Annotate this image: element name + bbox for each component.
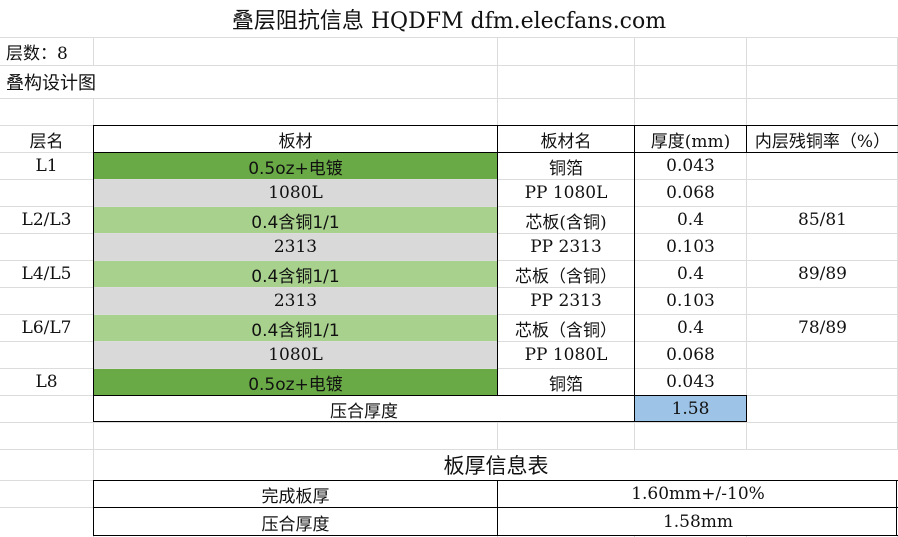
- material-cell: 2313: [94, 288, 497, 314]
- gridline: [0, 449, 898, 450]
- material-name: PP 2313: [530, 291, 602, 311]
- thickness: 0.043: [666, 156, 715, 176]
- residual-copper: [747, 153, 898, 179]
- residual-copper: 78/89: [798, 318, 847, 338]
- info-value: 1.60mm+/-10%: [498, 481, 898, 507]
- thickness: 0.068: [666, 345, 715, 365]
- table-border: [93, 152, 898, 153]
- thickness: 0.4: [676, 210, 705, 230]
- gridline: [0, 65, 898, 66]
- material-cell: 1080L: [94, 180, 497, 206]
- thickness: 0.043: [666, 372, 715, 392]
- header-material-name: 板材名: [540, 131, 592, 152]
- table-border: [634, 125, 635, 152]
- table-border: [93, 535, 898, 536]
- table-border: [93, 152, 94, 422]
- table-border: [93, 395, 747, 396]
- thickness: 0.068: [666, 183, 715, 203]
- header-layer: 层名: [29, 131, 64, 152]
- info-value: 1.58mm: [498, 508, 898, 536]
- gridline: [0, 422, 898, 423]
- gridline: [0, 98, 898, 99]
- header-residual-copper: 内层残铜率（%）: [754, 131, 891, 152]
- table-border: [93, 125, 898, 126]
- table-border: [93, 480, 94, 536]
- material-cell: 0.5oz+电镀: [94, 153, 497, 179]
- pressed-thickness-label: 压合厚度: [94, 396, 634, 422]
- header-material: 板材: [278, 131, 313, 152]
- gridline: [0, 260, 898, 261]
- table-border: [634, 152, 635, 422]
- sheet-title: 叠层阻抗信息 HQDFM dfm.elecfans.com: [0, 0, 898, 37]
- table-border: [896, 480, 897, 536]
- layer-count: 层数：8: [6, 44, 68, 64]
- gridline: [0, 368, 898, 369]
- table-border: [746, 395, 747, 422]
- layer-name: L8: [35, 372, 58, 392]
- table-border: [497, 480, 498, 536]
- table-border: [497, 125, 498, 152]
- layer-name: L1: [35, 156, 58, 176]
- section-label: 叠构设计图: [0, 66, 200, 98]
- material-name: 铜箔: [549, 374, 583, 395]
- layer-name: L6/L7: [21, 318, 72, 338]
- gridline: [0, 37, 898, 38]
- material-cell: 2313: [94, 234, 497, 260]
- table-border: [93, 480, 898, 481]
- material-name: PP 1080L: [524, 183, 608, 203]
- material-cell: 0.4含铜1/1: [94, 207, 497, 233]
- gridline: [0, 233, 898, 234]
- gridline: [0, 206, 898, 207]
- table-border: [93, 125, 94, 152]
- layer-name: L4/L5: [21, 264, 72, 284]
- info-table-title: 板厚信息表: [94, 450, 898, 480]
- material-name: 芯板(含铜): [525, 212, 607, 233]
- gridline: [746, 0, 747, 537]
- layer-name: L2/L3: [21, 210, 72, 230]
- header-thickness: 厚度(mm): [650, 131, 731, 152]
- table-border: [497, 152, 498, 395]
- pressed-thickness-value: 1.58: [635, 396, 746, 422]
- residual-copper: 85/81: [798, 210, 847, 230]
- thickness: 0.103: [666, 291, 715, 311]
- info-label: 压合厚度: [94, 508, 497, 536]
- thickness: 0.4: [676, 264, 705, 284]
- gridline: [0, 287, 898, 288]
- table-border: [746, 125, 747, 152]
- info-label: 完成板厚: [94, 481, 497, 507]
- residual-copper: 89/89: [798, 264, 847, 284]
- material-cell: 1080L: [94, 342, 497, 368]
- material-cell: 0.5oz+电镀: [94, 369, 497, 395]
- material-cell: 0.4含铜1/1: [94, 261, 497, 287]
- thickness: 0.4: [676, 318, 705, 338]
- table-border: [93, 507, 898, 508]
- material-name: 铜箔: [549, 158, 583, 179]
- material-name: PP 2313: [530, 237, 602, 257]
- material-cell: 0.4含铜1/1: [94, 315, 497, 341]
- thickness: 0.103: [666, 237, 715, 257]
- gridline: [0, 341, 898, 342]
- gridline: [0, 314, 898, 315]
- material-name: PP 1080L: [524, 345, 608, 365]
- material-name: 芯板（含铜）: [515, 266, 617, 287]
- gridline: [0, 179, 898, 180]
- table-border: [93, 421, 747, 422]
- material-name: 芯板（含铜）: [515, 320, 617, 341]
